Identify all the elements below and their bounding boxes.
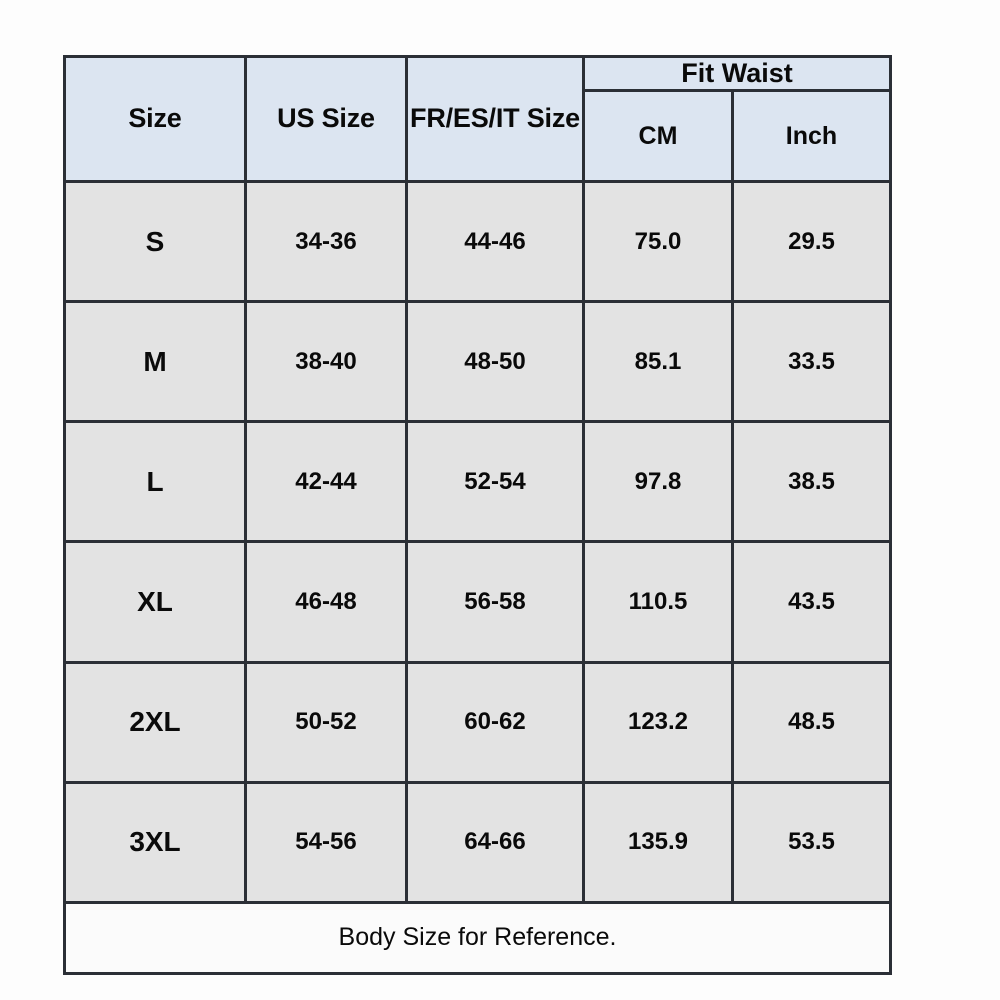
cell-inch: 38.5 <box>731 420 892 544</box>
cell-size: L <box>63 420 247 544</box>
header-row-primary: Size US Size FR/ES/IT Size Fit Waist <box>63 55 892 183</box>
cell-inch: 53.5 <box>731 780 892 904</box>
cell-cm: 135.9 <box>582 780 734 904</box>
cell-inch: 48.5 <box>731 660 892 784</box>
column-header-size: Size <box>63 55 247 183</box>
cell-cm: 85.1 <box>582 300 734 424</box>
cell-size: M <box>63 300 247 424</box>
cell-inch: 29.5 <box>731 179 892 304</box>
cell-size: S <box>63 179 247 304</box>
table-footer-row: Body Size for Reference. <box>63 900 892 976</box>
table-row: S 34-36 44-46 75.0 29.5 <box>63 179 892 304</box>
table-row: 3XL 54-56 64-66 135.9 53.5 <box>63 780 892 904</box>
cell-us: 50-52 <box>244 660 408 784</box>
table-body: S 34-36 44-46 75.0 29.5 M 38-40 48-50 85… <box>63 179 892 976</box>
column-header-inch: Inch <box>731 89 892 183</box>
cell-cm: 75.0 <box>582 179 734 304</box>
cell-fr: 44-46 <box>405 179 585 304</box>
table-row: L 42-44 52-54 97.8 38.5 <box>63 420 892 544</box>
column-header-us-size: US Size <box>244 55 408 183</box>
column-header-cm: CM <box>582 89 734 183</box>
cell-size: 2XL <box>63 660 247 784</box>
cell-inch: 43.5 <box>731 540 892 664</box>
header-row-secondary: CM Inch <box>65 89 892 183</box>
cell-us: 34-36 <box>244 179 408 304</box>
cell-size: 3XL <box>63 780 247 904</box>
column-header-fr-es-it-size: FR/ES/IT Size <box>405 55 585 183</box>
column-header-group-fit-waist: Fit Waist <box>582 55 892 92</box>
cell-us: 46-48 <box>244 540 408 664</box>
table-row: M 38-40 48-50 85.1 33.5 <box>63 300 892 424</box>
size-chart-table: Size US Size FR/ES/IT Size Fit Waist CM … <box>63 55 892 976</box>
cell-fr: 52-54 <box>405 420 585 544</box>
footnote-text: Body Size for Reference. <box>63 900 892 976</box>
size-chart-container: Size US Size FR/ES/IT Size Fit Waist CM … <box>63 55 892 976</box>
table-row: 2XL 50-52 60-62 123.2 48.5 <box>63 660 892 784</box>
cell-fr: 60-62 <box>405 660 585 784</box>
cell-size: XL <box>63 540 247 664</box>
table-header: Size US Size FR/ES/IT Size Fit Waist CM … <box>63 55 892 183</box>
cell-fr: 56-58 <box>405 540 585 664</box>
cell-cm: 123.2 <box>582 660 734 784</box>
cell-us: 54-56 <box>244 780 408 904</box>
cell-fr: 48-50 <box>405 300 585 424</box>
cell-us: 42-44 <box>244 420 408 544</box>
cell-cm: 97.8 <box>582 420 734 544</box>
cell-fr: 64-66 <box>405 780 585 904</box>
cell-inch: 33.5 <box>731 300 892 424</box>
cell-cm: 110.5 <box>582 540 734 664</box>
cell-us: 38-40 <box>244 300 408 424</box>
table-row: XL 46-48 56-58 110.5 43.5 <box>63 540 892 664</box>
